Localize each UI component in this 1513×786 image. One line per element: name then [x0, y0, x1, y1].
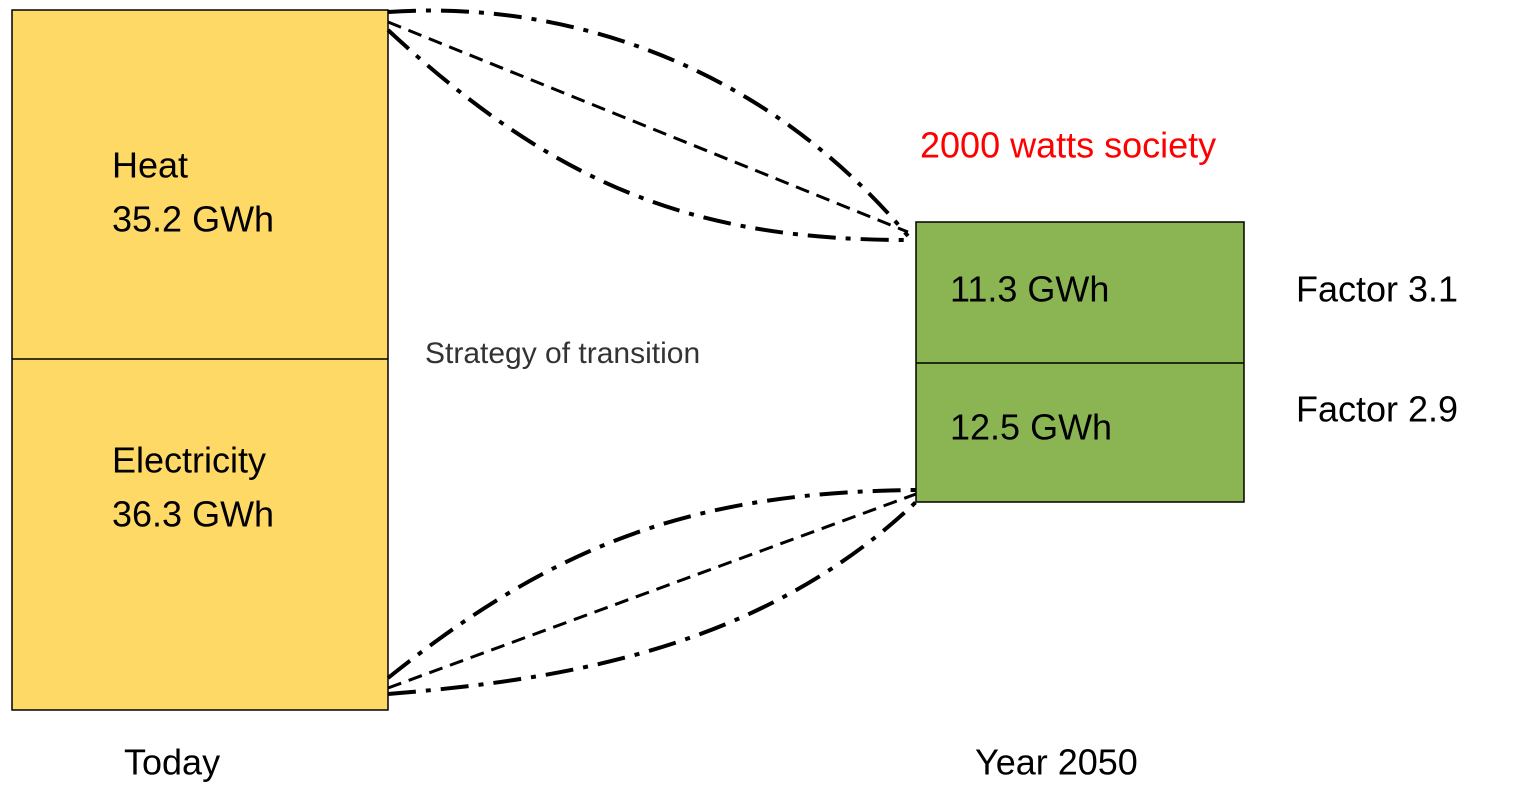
factor: Factor 2.9: [1296, 389, 1458, 430]
amount: 36.3 GWh: [112, 494, 274, 535]
amount: 35.2 GWh: [112, 199, 274, 240]
amount: 12.5 GWh: [950, 407, 1112, 448]
today-box: [11, 9, 389, 711]
amount: 11.3 GWh: [950, 269, 1109, 310]
target-box: [915, 221, 1245, 503]
connector: [387, 20, 909, 234]
label: Electricity: [112, 440, 266, 481]
connector: [387, 8, 910, 238]
target-title: 2000 watts society: [920, 125, 1216, 166]
connector: [386, 28, 909, 242]
connector: [386, 488, 917, 680]
factor: Factor 3.1: [1296, 269, 1458, 310]
connector: [387, 500, 918, 696]
caption: Year 2050: [975, 742, 1138, 783]
label: Heat: [112, 145, 188, 186]
caption: Today: [124, 742, 220, 783]
connector: [387, 492, 917, 690]
transition-label: Strategy of transition: [425, 337, 700, 370]
